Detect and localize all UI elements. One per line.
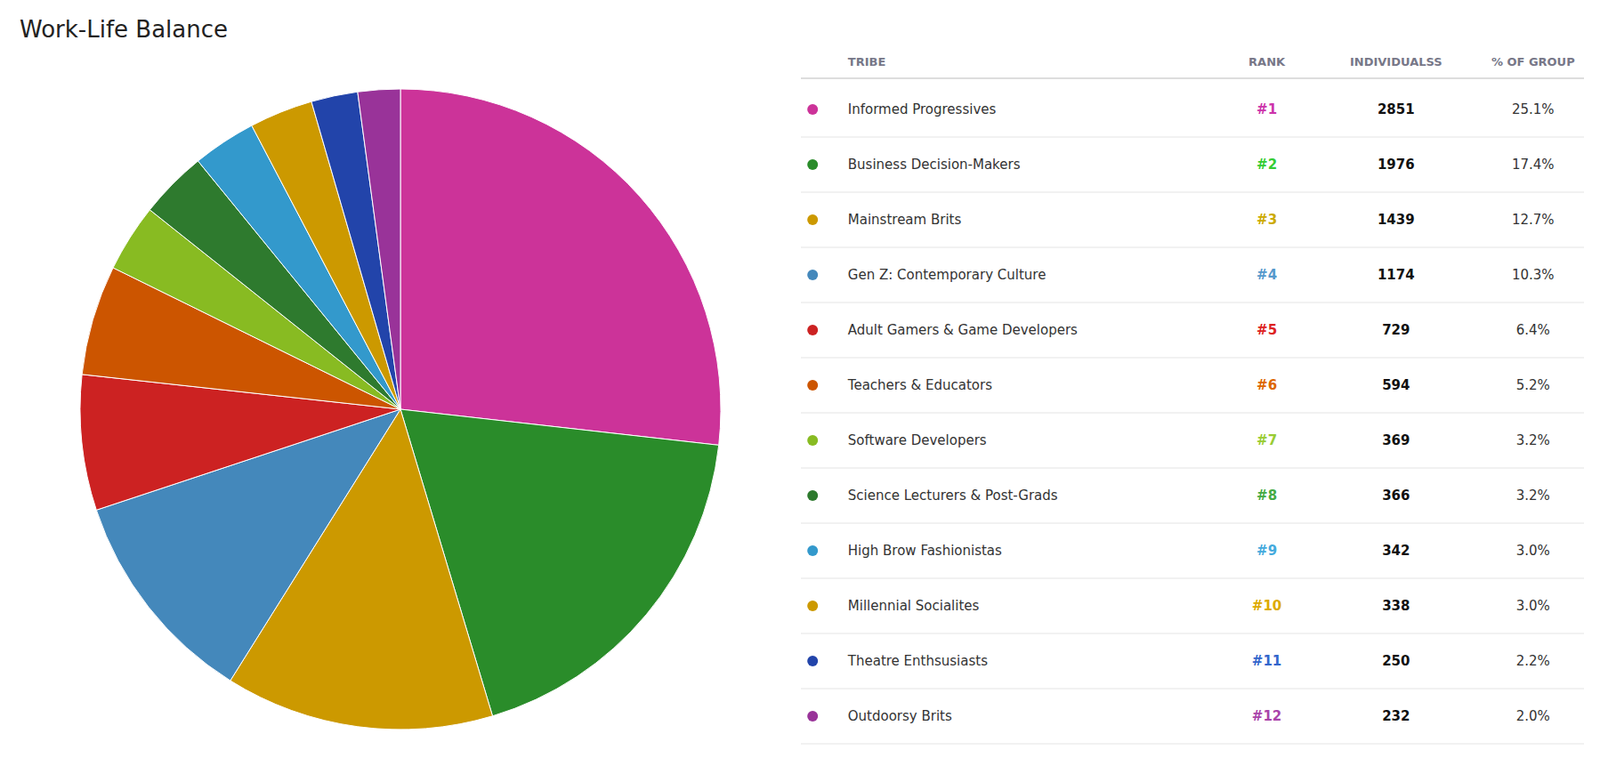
individuals: 1174 bbox=[1377, 266, 1415, 283]
individuals: 338 bbox=[1381, 597, 1410, 615]
table-row: Mainstream Brits #3 1439 12.7% bbox=[800, 211, 1584, 249]
pct-label: 12.7% bbox=[1511, 211, 1555, 228]
divider bbox=[800, 468, 1584, 469]
table-row: Business Decision-Makers #2 1976 17.4% bbox=[800, 156, 1584, 194]
rank: #8 bbox=[1256, 487, 1277, 504]
rank: #3 bbox=[1256, 211, 1277, 228]
legend-swatch bbox=[807, 324, 818, 336]
divider bbox=[800, 688, 1584, 690]
divider bbox=[800, 192, 1584, 194]
divider bbox=[800, 633, 1584, 635]
tribe-name: Outdoorsy Brits bbox=[848, 708, 953, 725]
pct-label: 3.0% bbox=[1516, 597, 1551, 615]
pct-label: 3.0% bbox=[1516, 542, 1551, 559]
tribe-name: Theatre Enthsusiasts bbox=[847, 653, 988, 670]
rank: #10 bbox=[1252, 597, 1282, 615]
legend-swatch bbox=[807, 214, 818, 226]
individuals: 729 bbox=[1381, 322, 1410, 339]
table-row: Millennial Socialites #10 338 3.0% bbox=[800, 597, 1584, 635]
legend-swatch bbox=[807, 545, 818, 557]
divider bbox=[800, 137, 1584, 138]
title: Work-Life Balance bbox=[19, 16, 228, 43]
divider bbox=[800, 743, 1584, 745]
divider bbox=[800, 578, 1584, 580]
rank: #5 bbox=[1256, 322, 1277, 339]
table-row: Science Lecturers & Post-Grads #8 366 3.2% bbox=[800, 487, 1584, 525]
individuals: 1976 bbox=[1377, 156, 1415, 173]
tribe-name: Gen Z: Contemporary Culture bbox=[848, 266, 1047, 283]
table-row: Informed Progressives #1 2851 25.1% bbox=[800, 101, 1584, 138]
column-header: TRIBE bbox=[848, 55, 887, 69]
rank: #2 bbox=[1256, 156, 1277, 173]
column-header: RANK bbox=[1248, 55, 1286, 69]
tribe-name: Business Decision-Makers bbox=[848, 156, 1021, 173]
pct-label: 25.1% bbox=[1511, 101, 1555, 118]
rank: #1 bbox=[1256, 101, 1277, 118]
rank: #12 bbox=[1252, 708, 1282, 725]
tribe-name: Teachers & Educators bbox=[847, 377, 993, 394]
individuals: 232 bbox=[1381, 708, 1410, 725]
legend-swatch bbox=[807, 655, 818, 667]
divider bbox=[800, 247, 1584, 249]
rank: #6 bbox=[1256, 377, 1277, 394]
divider bbox=[800, 302, 1584, 304]
tribe-name: Millennial Socialites bbox=[848, 597, 980, 615]
pct-label: 17.4% bbox=[1511, 156, 1555, 173]
pie bbox=[80, 88, 721, 730]
tribe-name: Informed Progressives bbox=[848, 101, 997, 118]
individuals: 366 bbox=[1381, 487, 1410, 504]
table: TRIBE RANK INDIVIDUALSS % OF GROUP Informed … bbox=[800, 55, 1584, 745]
pct-label: 5.2% bbox=[1516, 377, 1551, 394]
table-row: Adult Gamers & Game Developers #5 729 6.4% bbox=[800, 322, 1584, 359]
pct-label: 3.2% bbox=[1516, 432, 1551, 449]
divider bbox=[800, 357, 1584, 359]
individuals: 250 bbox=[1381, 653, 1410, 670]
divider bbox=[800, 78, 1584, 80]
slice bbox=[400, 88, 721, 445]
table-row: High Brow Fashionistas #9 342 3.0% bbox=[800, 542, 1584, 580]
column-header: INDIVIDUALSS bbox=[1349, 55, 1443, 69]
pct-label: 2.2% bbox=[1516, 653, 1551, 670]
rank: #11 bbox=[1252, 653, 1282, 670]
legend-swatch bbox=[807, 435, 818, 446]
pct-label: 6.4% bbox=[1516, 322, 1551, 339]
table-row: Software Developers #7 369 3.2% bbox=[800, 432, 1584, 469]
chart: Work-Life Balance TRIBE RANK INDIVIDUALSS % … bbox=[0, 0, 1600, 758]
tribe-name: Software Developers bbox=[848, 432, 987, 449]
legend-swatch bbox=[807, 104, 818, 115]
individuals: 2851 bbox=[1377, 101, 1415, 118]
individuals: 369 bbox=[1381, 432, 1410, 449]
rank: #7 bbox=[1256, 432, 1277, 449]
table-row: Outdoorsy Brits #12 232 2.0% bbox=[800, 708, 1584, 745]
divider bbox=[800, 412, 1584, 414]
tribe-name: Adult Gamers & Game Developers bbox=[848, 322, 1078, 339]
slice bbox=[357, 88, 401, 410]
rank: #9 bbox=[1256, 542, 1277, 559]
divider bbox=[800, 523, 1584, 525]
legend-swatch bbox=[807, 490, 818, 502]
tribe-name: Mainstream Brits bbox=[848, 211, 962, 228]
individuals: 1439 bbox=[1377, 211, 1415, 228]
legend-swatch bbox=[807, 269, 818, 281]
individuals: 342 bbox=[1381, 542, 1410, 559]
legend-swatch bbox=[807, 379, 818, 391]
tribe-name: High Brow Fashionistas bbox=[848, 542, 1003, 559]
tribe-name: Science Lecturers & Post-Grads bbox=[848, 487, 1059, 504]
legend-swatch bbox=[807, 600, 818, 612]
table-row: Teachers & Educators #6 594 5.2% bbox=[800, 377, 1584, 414]
table-row: Theatre Enthsusiasts #11 250 2.2% bbox=[800, 653, 1584, 690]
legend-swatch bbox=[807, 159, 818, 170]
rank: #4 bbox=[1256, 266, 1277, 283]
individuals: 594 bbox=[1381, 377, 1410, 394]
legend-swatch bbox=[807, 711, 818, 722]
pct-label: 2.0% bbox=[1516, 708, 1551, 725]
pct-label: 3.2% bbox=[1516, 487, 1551, 504]
pct-label: 10.3% bbox=[1511, 266, 1555, 283]
column-header: % OF GROUP bbox=[1491, 55, 1576, 69]
table-row: Gen Z: Contemporary Culture #4 1174 10.3% bbox=[800, 266, 1584, 304]
